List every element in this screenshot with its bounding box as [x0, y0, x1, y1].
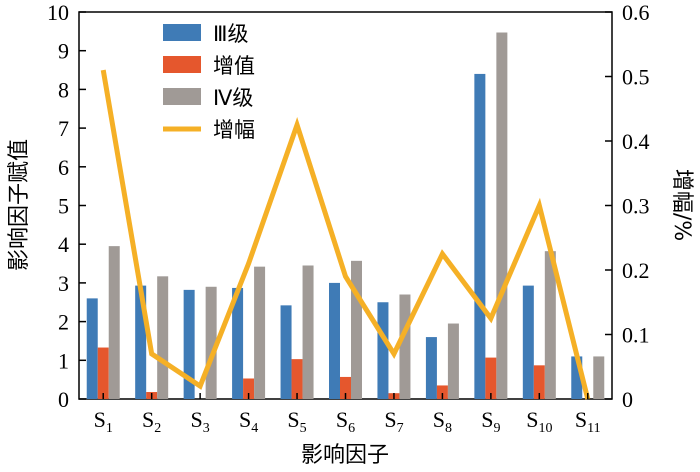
- line-series-1: [100, 69, 591, 400]
- bar-1-1: [86, 298, 98, 399]
- bar-1-2: [135, 285, 147, 399]
- bar-3-2: [157, 276, 169, 399]
- bar-2-9: [485, 357, 497, 399]
- y-tick-label: 8: [58, 77, 69, 102]
- legend-label-1: Ⅲ级: [213, 22, 248, 46]
- bar-2-10: [533, 365, 545, 399]
- x-tick-label: S5: [287, 407, 306, 436]
- y2-axis-label: 增幅/%: [669, 169, 694, 241]
- bar-3-1: [108, 246, 120, 399]
- bar-1-10: [522, 285, 534, 399]
- y-tick-label: 2: [58, 310, 69, 335]
- y-axis-label: 影响因子赋值: [7, 139, 32, 271]
- legend-swatch-2: [163, 56, 201, 73]
- bar-1-6: [329, 282, 340, 399]
- bar-3-3: [205, 286, 217, 399]
- y-tick-label: 7: [58, 116, 69, 141]
- x-tick-subscript: 7: [397, 421, 404, 436]
- x-tick-subscript: 9: [493, 421, 500, 436]
- x-tick-label: S3: [191, 407, 210, 436]
- y2-tick-label: 0.5: [622, 65, 650, 90]
- bar-2-4: [243, 378, 255, 399]
- bar-1-9: [474, 73, 486, 400]
- y-tick-label: 9: [58, 39, 69, 64]
- x-axis-label: 影响因子: [301, 443, 389, 468]
- x-tick-label: S2: [142, 407, 161, 436]
- bar-3-4: [254, 266, 266, 399]
- bar-3-9: [496, 32, 508, 399]
- bar-2-8: [436, 385, 448, 399]
- y2-tick-label: 0.6: [622, 0, 650, 25]
- y-tick-label: 6: [58, 155, 69, 180]
- x-tick-base: S: [384, 407, 396, 432]
- x-tick-subscript: 4: [251, 421, 258, 436]
- bar-2-6: [340, 376, 351, 399]
- bar-2-5: [291, 359, 303, 399]
- legend-label-4: 增幅: [213, 118, 255, 142]
- x-tick-subscript: 3: [203, 421, 210, 436]
- y2-tick-label: 0.3: [622, 194, 650, 219]
- x-tick-base: S: [526, 407, 538, 432]
- x-tick-label: S1: [94, 407, 113, 436]
- bar-3-7: [399, 294, 411, 399]
- bar-1-7: [377, 302, 389, 399]
- x-tick-label: S6: [336, 407, 355, 436]
- x-tick-base: S: [481, 407, 493, 432]
- x-tick-base: S: [191, 407, 203, 432]
- bar-1-3: [183, 289, 195, 399]
- x-tick-label: S9: [481, 407, 500, 436]
- x-tick-subscript: 6: [348, 421, 355, 436]
- x-tick-label: S8: [433, 407, 452, 436]
- line-layer: [100, 69, 591, 400]
- y-tick-label: 5: [58, 194, 69, 219]
- x-tick-subscript: 2: [154, 421, 161, 436]
- x-tick-base: S: [239, 407, 251, 432]
- bar-1-8: [425, 337, 437, 399]
- legend-label-3: Ⅳ级: [213, 86, 253, 110]
- x-tick-base: S: [142, 407, 154, 432]
- legend-label-2: 增值: [213, 54, 255, 78]
- bar-1-4: [232, 287, 244, 399]
- y2-tick-label: 0.1: [622, 323, 650, 348]
- y2-tick-label: 0: [622, 387, 633, 412]
- x-tick-subscript: 1: [106, 421, 113, 436]
- y2-tick-label: 0.4: [622, 129, 650, 154]
- bar-1-11: [571, 356, 583, 399]
- x-tick-subscript: 10: [538, 421, 552, 436]
- legend-swatch-3: [163, 88, 201, 105]
- bar-3-5: [302, 265, 314, 399]
- bar-3-10: [544, 251, 556, 399]
- x-tick-subscript: 11: [587, 421, 600, 436]
- x-tick-label: S7: [384, 407, 403, 436]
- bar-1-5: [280, 305, 292, 399]
- bar-3-8: [447, 323, 459, 399]
- bars-layer: [86, 32, 605, 400]
- x-tick-label: S4: [239, 407, 258, 436]
- y2-tick-label: 0.2: [622, 258, 650, 283]
- x-tick-base: S: [336, 407, 348, 432]
- x-tick-subscript: 5: [300, 421, 307, 436]
- x-tick-base: S: [575, 407, 587, 432]
- x-tick-subscript: 8: [445, 421, 452, 436]
- x-tick-label: S10: [526, 407, 552, 436]
- legend-swatch-1: [163, 24, 201, 41]
- y-tick-label: 10: [47, 0, 69, 25]
- x-tick-base: S: [94, 407, 106, 432]
- bar-3-6: [351, 260, 362, 399]
- x-tick-base: S: [287, 407, 299, 432]
- x-tick-label: S11: [575, 407, 601, 436]
- y-tick-label: 1: [58, 348, 69, 373]
- bar-3-11: [593, 356, 605, 399]
- x-tick-base: S: [433, 407, 445, 432]
- y-tick-label: 0: [58, 387, 69, 412]
- y-tick-label: 4: [58, 232, 69, 257]
- bar-2-1: [97, 347, 109, 399]
- y-tick-label: 3: [58, 271, 69, 296]
